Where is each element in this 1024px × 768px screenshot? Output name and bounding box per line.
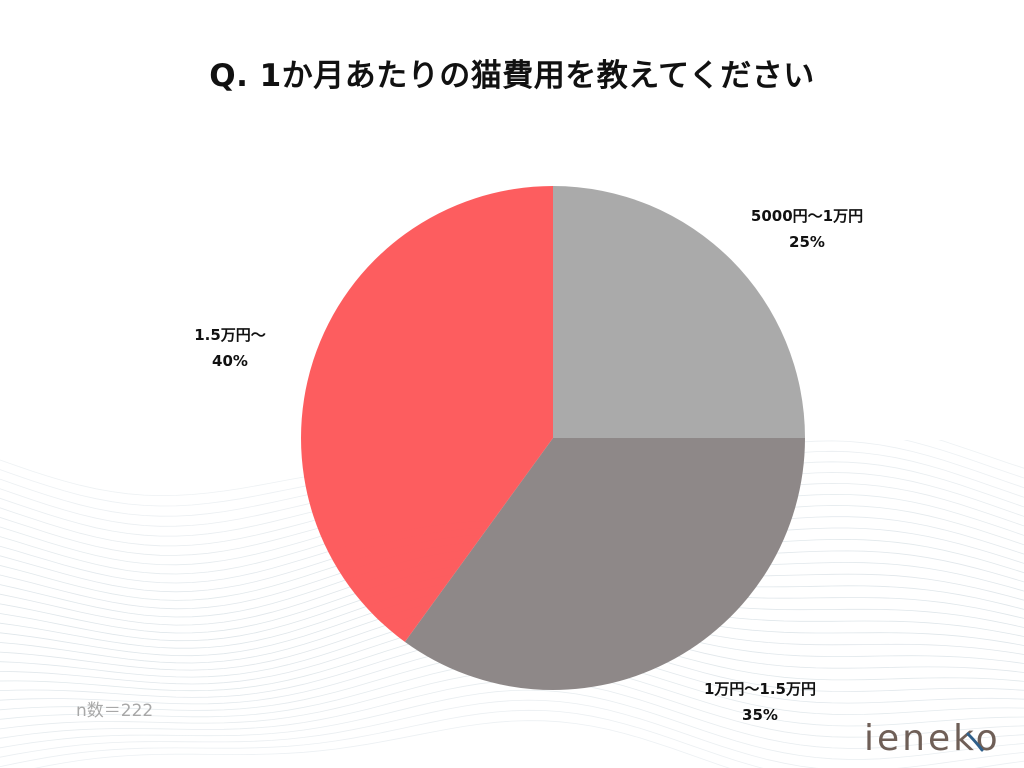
chart-title: Q. 1か月あたりの猫費用を教えてください xyxy=(209,58,815,94)
slice-label-15000-plus: 1.5万円〜 40% xyxy=(130,322,330,374)
slice-label-10000-15000: 1万円〜1.5万円 35% xyxy=(660,676,860,728)
pie-slice-1 xyxy=(404,438,805,690)
slice-label-name: 1.5万円〜 xyxy=(194,326,266,344)
wave-line xyxy=(0,689,1024,760)
pie-slice-0 xyxy=(553,186,805,438)
brand-accent-stroke xyxy=(966,732,984,752)
brand-logo-text: ieneko xyxy=(864,718,1001,759)
pie-slice-2 xyxy=(301,186,553,642)
slice-label-5000-10000: 5000円〜1万円 25% xyxy=(707,203,907,255)
slice-label-name: 5000円〜1万円 xyxy=(750,207,864,225)
wave-line xyxy=(0,699,1024,768)
slice-label-percent: 25% xyxy=(789,233,825,251)
sample-size-note: n数＝222 xyxy=(76,701,154,721)
slice-label-percent: 40% xyxy=(212,352,248,370)
brand-logo: ieneko xyxy=(864,716,1014,762)
wave-line xyxy=(0,709,1024,768)
slice-label-percent: 35% xyxy=(742,706,778,724)
slice-label-name: 1万円〜1.5万円 xyxy=(703,680,816,698)
wave-line xyxy=(34,720,731,768)
brand-accent-icon xyxy=(966,732,984,752)
